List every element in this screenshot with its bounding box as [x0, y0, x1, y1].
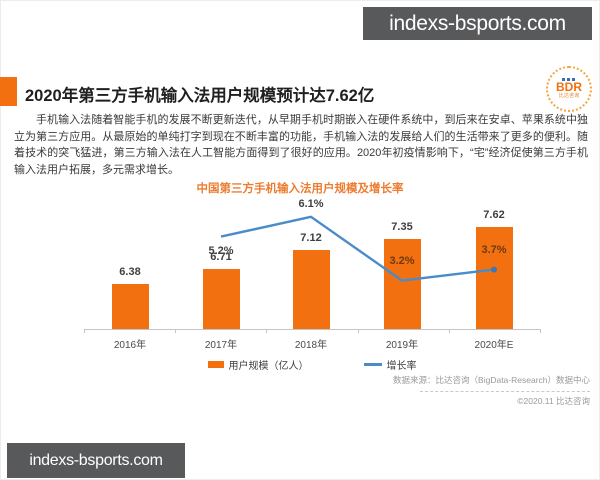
growth-rate-label: 3.7%	[481, 243, 507, 256]
x-axis-tick	[448, 329, 450, 333]
bar-value-label: 6.38	[119, 265, 141, 278]
x-axis-tick	[84, 329, 85, 333]
bar-value-label: 7.62	[483, 208, 505, 221]
growth-rate-label: 6.1%	[298, 197, 324, 210]
bdr-logo-subtext: 比达咨询	[558, 93, 580, 99]
x-axis-label: 2017年	[204, 340, 238, 351]
x-axis	[84, 329, 540, 330]
x-axis-label: 2018年	[294, 340, 328, 351]
dashed-divider	[420, 390, 590, 392]
watermark-banner-top: indexs-bsports.com	[363, 7, 592, 40]
intro-paragraph: 手机输入法随着智能手机的发展不断更新迭代，从早期手机时期嵌入在硬件系统中，到后来…	[14, 114, 588, 176]
legend-line-swatch-icon	[363, 363, 382, 366]
bar-2019年	[383, 239, 421, 329]
bdr-logo-flags-icon	[561, 78, 577, 81]
x-axis-tick	[266, 329, 268, 333]
data-source-note: 数据来源：比达咨询（BigData-Research）数据中心	[393, 375, 590, 385]
watermark-text-top: indexs-bsports.com	[389, 11, 566, 35]
bar-value-label: 6.71	[210, 250, 232, 263]
bar-2017年	[202, 268, 240, 329]
growth-rate-label: 3.2%	[389, 254, 415, 267]
growth-rate-label: 5.2%	[208, 244, 234, 257]
bdr-logo-text: BDR	[556, 80, 582, 94]
watermark-banner-bottom: indexs-bsports.com	[7, 443, 185, 478]
bar-2020年E	[475, 226, 513, 329]
copyright-note: ©2020.11 比达咨询	[517, 395, 590, 406]
chart-legend: 用户规模（亿人） 增长率	[12, 357, 600, 372]
x-axis-tick	[357, 329, 359, 333]
x-axis-label: 2020年E	[474, 340, 514, 351]
bdr-logo: BDR 比达咨询	[546, 66, 594, 116]
bar-2016年	[111, 283, 149, 329]
footer: 数据来源：比达咨询（BigData-Research）数据中心 ©2020.11…	[393, 374, 590, 408]
bdr-logo-circle: BDR 比达咨询	[546, 66, 592, 112]
x-axis-tick	[175, 329, 177, 333]
legend-label-user-scale: 用户规模（亿人）	[228, 361, 309, 372]
x-axis-label: 2019年	[385, 340, 419, 351]
page-title: 2020年第三方手机输入法用户规模预计达7.62亿	[25, 87, 375, 105]
legend-item-growth-rate: 增长率	[363, 357, 417, 372]
x-axis-tick	[540, 329, 541, 333]
bar-2018年	[292, 249, 330, 329]
legend-bar-swatch-icon	[207, 361, 224, 368]
legend-item-user-scale: 用户规模（亿人）	[207, 357, 309, 372]
legend-label-growth-rate: 增长率	[386, 361, 417, 372]
x-axis-label: 2016年	[113, 340, 147, 351]
bar-value-label: 7.35	[391, 221, 413, 234]
title-accent-block	[0, 77, 17, 106]
chart-title: 中国第三方手机输入法用户规模及增长率	[196, 183, 404, 195]
watermark-text-bottom: indexs-bsports.com	[29, 451, 163, 469]
bar-value-label: 7.12	[300, 231, 322, 244]
